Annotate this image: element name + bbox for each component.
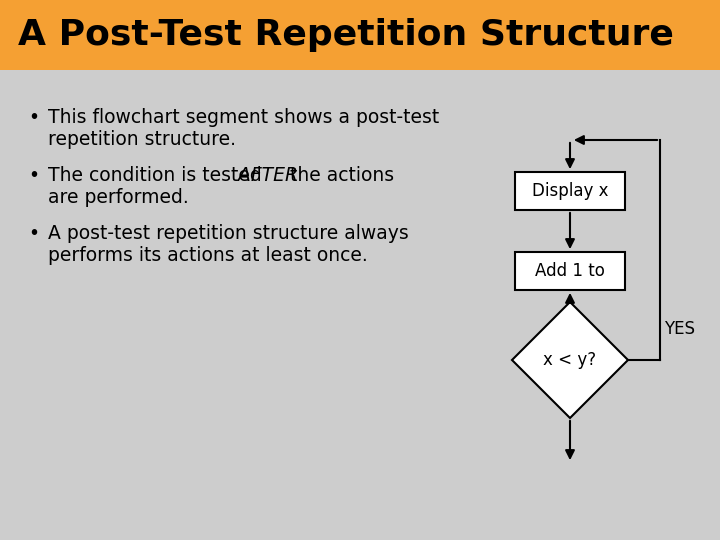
Text: •: • [28,108,39,127]
Bar [515,172,625,210]
Text: Add 1 to: Add 1 to [535,262,605,280]
Text: performs its actions at least once.: performs its actions at least once. [48,246,368,265]
Text: Display x: Display x [532,182,608,200]
Text: A post-test repetition structure always: A post-test repetition structure always [48,224,409,243]
Text: YES: YES [664,320,695,338]
Text: This flowchart segment shows a post-test: This flowchart segment shows a post-test [48,108,439,127]
Text: repetition structure.: repetition structure. [48,130,236,149]
Text: •: • [28,166,39,185]
Bar [515,252,625,290]
Text: x < y?: x < y? [544,351,597,369]
Text: A Post-Test Repetition Structure: A Post-Test Repetition Structure [18,18,674,52]
Text: •: • [28,224,39,243]
Polygon shape [512,302,628,418]
Text: are performed.: are performed. [48,188,189,207]
Bar [0,0,720,70]
Text: the actions: the actions [284,166,394,185]
Text: The condition is tested: The condition is tested [48,166,268,185]
Text: AFTER: AFTER [238,166,298,185]
